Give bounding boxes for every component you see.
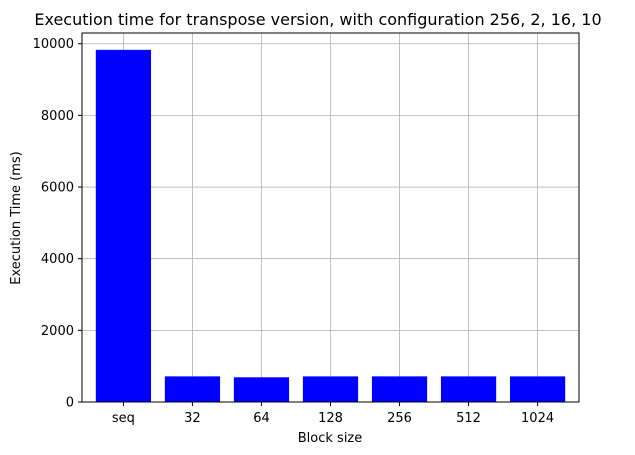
bar-512	[440, 376, 497, 402]
x-tick-label: 128	[318, 411, 343, 426]
y-tick-label: 2000	[41, 324, 74, 339]
bar-32	[164, 376, 221, 402]
y-axis-label: Execution Time (ms)	[9, 151, 24, 284]
bars	[95, 49, 566, 403]
y-tick-label: 10000	[33, 37, 74, 52]
x-axis-label: Block size	[298, 431, 363, 446]
bar-seq	[95, 49, 152, 403]
grid	[82, 33, 579, 403]
x-tick-label: 1024	[521, 411, 554, 426]
bar-64	[233, 377, 290, 402]
x-tick-label: seq	[112, 411, 135, 426]
chart-title: Execution time for transpose version, wi…	[34, 10, 601, 29]
x-tick-label: 256	[387, 411, 412, 426]
y-tick-label: 6000	[41, 181, 74, 196]
ticks: seq 32 64 128 256 512 1024 0 2000 4000 6000 8000 100…	[33, 37, 554, 426]
bar-128	[302, 376, 359, 402]
bar-256	[371, 376, 428, 402]
x-tick-label: 64	[253, 411, 270, 426]
y-tick-label: 0	[66, 396, 74, 411]
y-tick-label: 8000	[41, 109, 74, 124]
x-tick-label: 512	[456, 411, 481, 426]
y-tick-label: 4000	[41, 252, 74, 267]
bar-1024	[509, 376, 566, 402]
x-tick-label: 32	[184, 411, 201, 426]
